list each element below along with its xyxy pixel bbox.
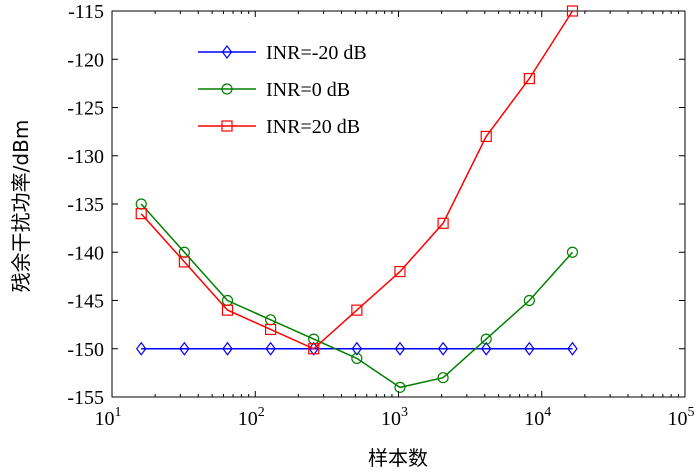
series-line xyxy=(140,203,574,389)
series-line xyxy=(140,10,574,350)
legend-item: INR=0 dB xyxy=(198,79,350,101)
data-point xyxy=(351,341,363,356)
x-tick-base: 10 xyxy=(668,408,688,430)
data-point xyxy=(566,5,579,17)
x-tick-base: 10 xyxy=(95,408,115,430)
legend-label: INR=0 dB xyxy=(266,79,350,101)
data-point xyxy=(394,265,406,278)
y-tick-label: -140 xyxy=(67,242,104,264)
legend-label: INR=-20 dB xyxy=(266,42,367,64)
series-3 xyxy=(135,5,579,355)
data-point xyxy=(480,333,492,345)
y-tick-label: -120 xyxy=(67,49,104,71)
x-tick-label: 103 xyxy=(381,405,408,430)
legend-marker xyxy=(221,45,233,59)
x-tick-exponent: 3 xyxy=(401,405,408,420)
x-tick-exponent: 4 xyxy=(544,405,551,420)
y-tick-label: -135 xyxy=(67,194,104,216)
data-point xyxy=(135,341,147,356)
y-axis-title: 残余干扰功率/dBm xyxy=(9,120,33,293)
data-point xyxy=(437,217,449,229)
data-point xyxy=(567,341,578,356)
data-point xyxy=(351,304,363,316)
data-point xyxy=(265,341,276,356)
data-point xyxy=(394,341,406,356)
plot-frame xyxy=(111,10,686,398)
legend-label: INR=20 dB xyxy=(266,116,360,138)
data-point xyxy=(135,208,147,220)
data-point xyxy=(437,341,449,356)
x-tick-base: 10 xyxy=(238,408,258,430)
y-tick-label: -155 xyxy=(67,387,104,409)
data-point xyxy=(178,256,190,268)
series-layer xyxy=(135,5,579,393)
x-tick-base: 10 xyxy=(524,408,544,430)
x-tick-exponent: 5 xyxy=(688,405,695,420)
data-point xyxy=(437,372,449,384)
legend-item: INR=20 dB xyxy=(198,116,360,138)
series-2 xyxy=(135,198,579,393)
legend-item: INR=-20 dB xyxy=(198,42,367,64)
data-point xyxy=(351,352,363,364)
x-tick-exponent: 1 xyxy=(115,405,122,420)
plot-area xyxy=(111,10,686,398)
x-axis-title: 样本数 xyxy=(368,446,428,470)
x-tick-label: 101 xyxy=(95,405,122,430)
data-point xyxy=(179,341,190,356)
data-point xyxy=(222,341,233,356)
y-tick-label: -145 xyxy=(67,291,104,313)
data-point xyxy=(265,323,277,336)
legend-marker xyxy=(221,83,233,95)
x-tick-base: 10 xyxy=(381,408,401,430)
x-tick-label: 105 xyxy=(668,405,695,430)
series-1 xyxy=(135,341,578,356)
data-point xyxy=(221,304,234,316)
y-tick-label: -130 xyxy=(67,146,104,168)
legend: INR=-20 dB INR=0 dB INR=20 dB xyxy=(198,42,367,138)
data-point xyxy=(308,343,320,355)
legend-marker xyxy=(221,120,233,132)
data-point xyxy=(394,381,406,393)
x-tick-exponent: 2 xyxy=(258,405,265,420)
y-tick-label: -125 xyxy=(67,98,104,120)
data-point xyxy=(523,72,535,85)
y-tick-label: -150 xyxy=(67,339,104,361)
data-point xyxy=(566,246,579,258)
data-point xyxy=(524,341,535,356)
y-tick-label: -115 xyxy=(68,1,104,23)
x-tick-label: 104 xyxy=(524,405,551,430)
data-point xyxy=(480,130,492,143)
x-tick-label: 102 xyxy=(238,405,265,430)
data-point xyxy=(480,341,492,356)
data-point xyxy=(523,294,535,307)
